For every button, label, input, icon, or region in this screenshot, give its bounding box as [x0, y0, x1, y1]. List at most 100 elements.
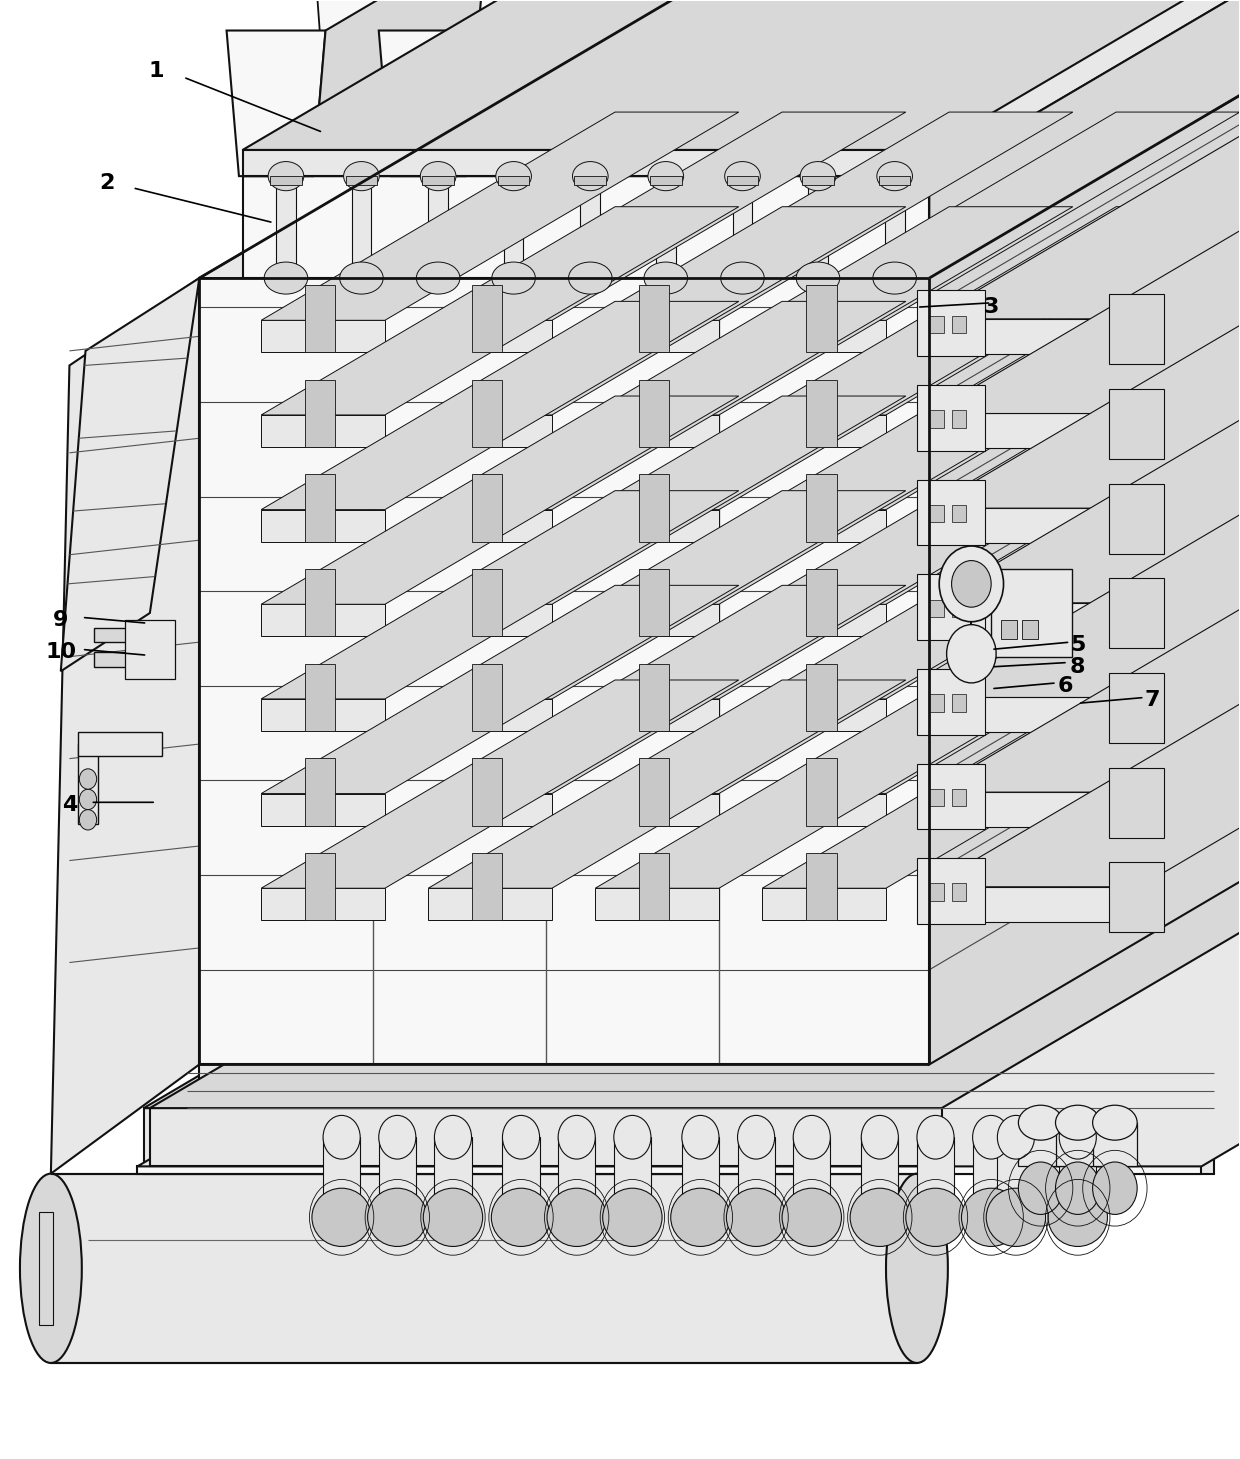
Polygon shape [428, 794, 552, 826]
Polygon shape [305, 854, 336, 921]
Polygon shape [51, 1173, 916, 1363]
Ellipse shape [558, 1115, 595, 1158]
Ellipse shape [887, 1173, 947, 1363]
Polygon shape [305, 664, 336, 731]
Text: 9: 9 [53, 610, 68, 630]
Polygon shape [471, 379, 502, 446]
Circle shape [1018, 1161, 1063, 1214]
Polygon shape [595, 509, 719, 541]
Polygon shape [951, 315, 966, 333]
Circle shape [1055, 1161, 1100, 1214]
Ellipse shape [568, 263, 613, 295]
Polygon shape [794, 1137, 831, 1202]
Polygon shape [763, 490, 1240, 699]
Polygon shape [727, 177, 759, 185]
Polygon shape [305, 474, 336, 541]
Ellipse shape [378, 1115, 415, 1158]
Polygon shape [1109, 295, 1164, 365]
Ellipse shape [491, 1188, 551, 1246]
Polygon shape [38, 1211, 53, 1325]
Polygon shape [595, 490, 1073, 699]
Polygon shape [763, 112, 1240, 321]
Polygon shape [94, 652, 162, 667]
Polygon shape [310, 0, 393, 34]
Polygon shape [262, 585, 739, 794]
Polygon shape [763, 509, 887, 541]
Polygon shape [51, 279, 200, 1173]
Text: 10: 10 [45, 642, 77, 662]
Polygon shape [200, 1065, 929, 1109]
Ellipse shape [796, 263, 839, 295]
Polygon shape [929, 584, 1240, 792]
Polygon shape [916, 1137, 954, 1202]
Polygon shape [951, 410, 966, 427]
Polygon shape [766, 0, 851, 34]
Polygon shape [595, 414, 719, 446]
Ellipse shape [20, 1173, 82, 1363]
Polygon shape [428, 207, 905, 414]
Polygon shape [738, 1137, 775, 1202]
Polygon shape [916, 575, 985, 641]
Polygon shape [595, 321, 719, 352]
Ellipse shape [997, 1115, 1034, 1158]
Polygon shape [428, 414, 552, 446]
Polygon shape [262, 321, 384, 352]
Polygon shape [1109, 390, 1164, 460]
Polygon shape [595, 585, 1073, 794]
Polygon shape [733, 177, 753, 279]
Ellipse shape [420, 162, 456, 191]
Polygon shape [929, 0, 1240, 279]
Ellipse shape [343, 162, 379, 191]
Ellipse shape [367, 1188, 427, 1246]
Polygon shape [428, 604, 552, 636]
Ellipse shape [1048, 1188, 1107, 1246]
Polygon shape [639, 474, 670, 541]
Ellipse shape [264, 263, 308, 295]
Polygon shape [879, 177, 910, 185]
Polygon shape [595, 207, 1073, 414]
Polygon shape [423, 177, 454, 185]
Polygon shape [595, 794, 719, 826]
Polygon shape [595, 395, 1073, 604]
Polygon shape [929, 505, 944, 522]
Polygon shape [434, 1137, 471, 1202]
Ellipse shape [1092, 1106, 1137, 1139]
Polygon shape [1109, 484, 1164, 553]
Polygon shape [997, 1137, 1034, 1202]
Polygon shape [614, 1137, 651, 1202]
Ellipse shape [1018, 1106, 1063, 1139]
Ellipse shape [972, 1115, 1009, 1158]
Ellipse shape [794, 1115, 831, 1158]
Ellipse shape [573, 162, 608, 191]
Ellipse shape [547, 1188, 606, 1246]
Polygon shape [618, 0, 791, 177]
Polygon shape [262, 302, 739, 509]
Polygon shape [305, 569, 336, 636]
Polygon shape [929, 320, 1140, 353]
Ellipse shape [423, 1188, 482, 1246]
Polygon shape [378, 31, 477, 177]
Ellipse shape [340, 263, 383, 295]
Polygon shape [200, 0, 1240, 279]
Polygon shape [428, 585, 905, 794]
Ellipse shape [800, 162, 836, 191]
Ellipse shape [268, 162, 304, 191]
Polygon shape [916, 480, 985, 546]
Polygon shape [144, 776, 1240, 1109]
Polygon shape [351, 177, 371, 279]
Circle shape [1092, 1161, 1137, 1214]
Polygon shape [595, 889, 719, 921]
Ellipse shape [671, 1188, 730, 1246]
Ellipse shape [644, 263, 687, 295]
Circle shape [951, 560, 991, 607]
Polygon shape [1001, 620, 1017, 639]
Polygon shape [763, 585, 1240, 794]
Ellipse shape [862, 1115, 898, 1158]
Ellipse shape [877, 162, 913, 191]
Circle shape [79, 789, 97, 810]
Polygon shape [580, 177, 600, 279]
Text: 6: 6 [1058, 676, 1073, 696]
Polygon shape [929, 884, 944, 902]
Polygon shape [262, 414, 384, 446]
Polygon shape [951, 884, 966, 902]
